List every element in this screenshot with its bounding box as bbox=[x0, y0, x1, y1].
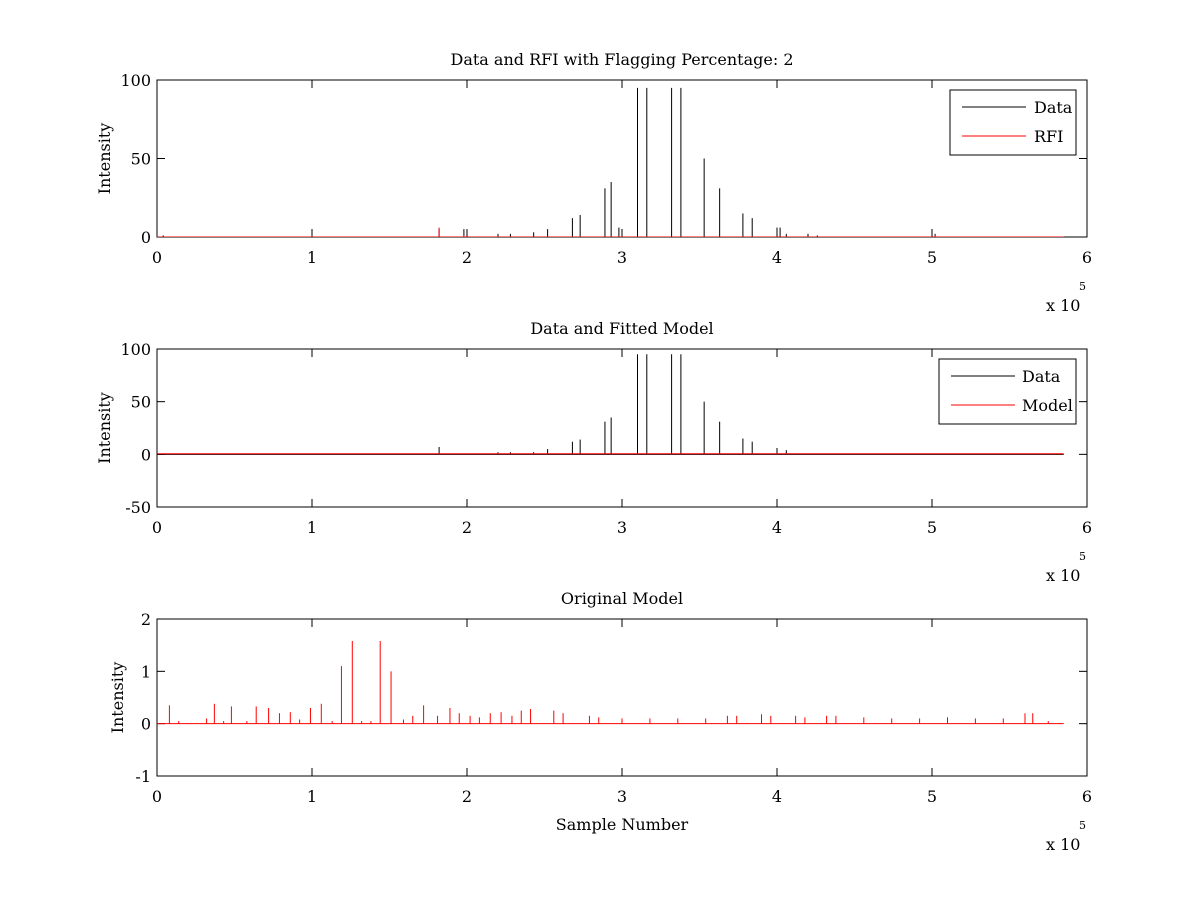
plot-series bbox=[157, 87, 1064, 237]
y-tick-label: 0 bbox=[141, 445, 151, 464]
chart-title: Data and RFI with Flagging Percentage: 2 bbox=[450, 50, 793, 69]
series-rfi bbox=[157, 227, 1064, 237]
y-tick-label: 50 bbox=[131, 393, 151, 412]
x-tick-label: 0 bbox=[152, 787, 162, 806]
x-multiplier-exponent: 5 bbox=[1079, 819, 1086, 832]
y-tick-label: -1 bbox=[135, 767, 151, 786]
legend: Data Model bbox=[938, 358, 1077, 425]
y-tick-label: 1 bbox=[141, 662, 151, 681]
y-axis-label: Intensity bbox=[95, 392, 114, 464]
y-axis-label: Intensity bbox=[95, 123, 114, 195]
y-tick-label: 100 bbox=[120, 340, 151, 359]
y-tick-label: 50 bbox=[131, 150, 151, 169]
x-tick-label: 6 bbox=[1082, 518, 1092, 537]
x-tick-label: 1 bbox=[307, 248, 317, 267]
plot-area bbox=[156, 79, 1088, 238]
x-tick-label: 4 bbox=[772, 248, 782, 267]
plot-area bbox=[156, 348, 1088, 508]
y-tick-label: 100 bbox=[120, 71, 151, 90]
plot-series bbox=[157, 354, 1064, 455]
x-tick-label: 6 bbox=[1082, 787, 1092, 806]
x-tick-label: 5 bbox=[927, 248, 937, 267]
x-tick-label: 3 bbox=[617, 518, 627, 537]
x-tick-label: 0 bbox=[152, 518, 162, 537]
x-tick-label: 2 bbox=[462, 248, 472, 267]
x-tick-label: 3 bbox=[617, 248, 627, 267]
legend-label: Model bbox=[1022, 396, 1073, 415]
series-data bbox=[157, 354, 1064, 455]
y-tick-label: 0 bbox=[141, 715, 151, 734]
y-axis-label: Intensity bbox=[108, 662, 127, 734]
chart-title: Original Model bbox=[561, 589, 683, 608]
x-tick-label: 5 bbox=[927, 787, 937, 806]
series-model bbox=[157, 640, 1064, 725]
x-tick-label: 5 bbox=[927, 518, 937, 537]
x-axis-label: Sample Number bbox=[556, 815, 689, 834]
x-multiplier-exponent: 5 bbox=[1079, 550, 1086, 563]
x-tick-label: 1 bbox=[307, 518, 317, 537]
y-tick-label: -50 bbox=[125, 498, 151, 517]
chart-panel-1: Data and RFI with Flagging Percentage: 2… bbox=[95, 50, 1092, 315]
legend-label: Data bbox=[1022, 367, 1061, 386]
legend-box bbox=[938, 358, 1077, 425]
series-data bbox=[157, 87, 1064, 237]
x-tick-label: 1 bbox=[307, 787, 317, 806]
x-tick-label: 2 bbox=[462, 787, 472, 806]
legend: Data RFI bbox=[949, 89, 1077, 156]
y-tick-label: 0 bbox=[141, 228, 151, 247]
chart-title: Data and Fitted Model bbox=[530, 319, 713, 338]
plot-area bbox=[156, 618, 1088, 777]
legend-box bbox=[949, 89, 1077, 156]
x-tick-label: 3 bbox=[617, 787, 627, 806]
x-multiplier: x 10 bbox=[1046, 835, 1080, 854]
legend-label: Data bbox=[1034, 98, 1073, 117]
x-tick-label: 4 bbox=[772, 518, 782, 537]
plot-series bbox=[157, 640, 1064, 725]
y-tick-label: 2 bbox=[141, 610, 151, 629]
x-tick-label: 6 bbox=[1082, 248, 1092, 267]
x-tick-label: 2 bbox=[462, 518, 472, 537]
legend-label: RFI bbox=[1034, 127, 1063, 146]
x-multiplier: x 10 bbox=[1046, 566, 1080, 585]
x-multiplier: x 10 bbox=[1046, 296, 1080, 315]
x-multiplier-exponent: 5 bbox=[1079, 280, 1086, 293]
x-tick-label: 0 bbox=[152, 248, 162, 267]
x-tick-label: 4 bbox=[772, 787, 782, 806]
